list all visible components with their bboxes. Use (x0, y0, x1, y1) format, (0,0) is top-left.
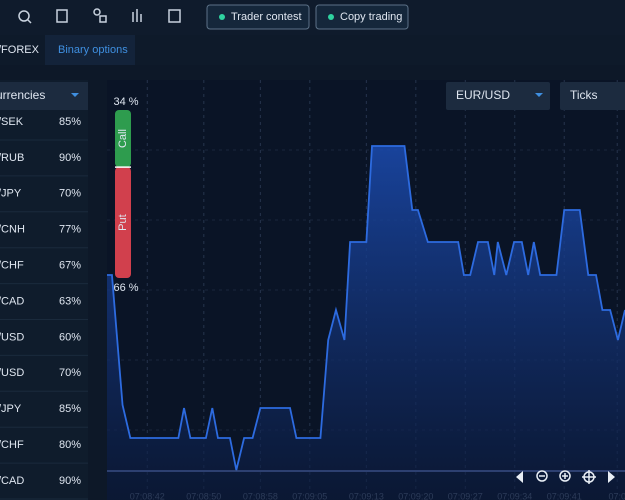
center[interactable] (582, 470, 596, 484)
asset-name: /USD (0, 367, 24, 379)
stats-icon[interactable] (132, 9, 142, 22)
dropdown-label: Ticks (570, 88, 598, 102)
scroll-right[interactable] (608, 471, 615, 483)
asset-name: /CAD (0, 475, 24, 487)
asset-payout: 80% (59, 439, 81, 451)
asset-name: /CHF (0, 260, 24, 272)
asset-name: /CHF (0, 439, 24, 451)
asset-payout: 85% (59, 403, 81, 415)
asset-name: /CNH (0, 224, 25, 236)
toolbar (0, 0, 625, 35)
users-icon[interactable] (93, 8, 107, 23)
asset-dropdown[interactable] (446, 82, 550, 110)
asset-payout: 60% (59, 331, 81, 343)
asset-payout: 70% (59, 367, 81, 379)
active-tab[interactable] (45, 35, 135, 65)
asset-payout: 85% (59, 116, 81, 128)
zoom-in[interactable] (559, 470, 571, 482)
tab[interactable]: /FOREX (0, 44, 40, 56)
asset-payout: 70% (59, 188, 81, 200)
button-label: Copy trading (340, 11, 402, 23)
asset-payout: 90% (59, 475, 81, 487)
asset-payout: 90% (59, 152, 81, 164)
dropdown-label: EUR/USD (456, 88, 510, 102)
search-icon[interactable] (18, 10, 32, 24)
asset-name: /CAD (0, 295, 24, 307)
asset-name: /RUB (0, 152, 24, 164)
call-label: Call (117, 129, 129, 148)
asset-name: /USD (0, 331, 24, 343)
asset-name: /SEK (0, 116, 24, 128)
calendar-icon[interactable] (168, 9, 181, 23)
asset-payout: 63% (59, 295, 81, 307)
category-dropdown[interactable] (0, 82, 88, 110)
mode-dropdown[interactable] (560, 82, 625, 110)
copy-trading-button[interactable] (315, 4, 409, 30)
call-percent: 34 % (113, 96, 138, 108)
asset-name: /JPY (0, 188, 22, 200)
dropdown-label: urrencies (0, 88, 45, 102)
put-label: Put (117, 214, 129, 231)
sidebar (0, 80, 88, 500)
asset-name: /JPY (0, 403, 22, 415)
price-line (107, 145, 625, 471)
put-percent: 66 % (113, 282, 138, 294)
price-area (107, 146, 625, 500)
asset-payout: 77% (59, 224, 81, 236)
news-icon[interactable] (56, 9, 68, 23)
trader-contest-button[interactable] (206, 4, 310, 30)
tab[interactable]: Binary options (58, 44, 128, 56)
scroll-left[interactable] (516, 471, 523, 483)
zoom-out[interactable] (536, 470, 548, 482)
call-bar (115, 110, 131, 168)
asset-payout: 67% (59, 260, 81, 272)
put-bar (115, 167, 131, 278)
button-label: Trader contest (231, 11, 302, 23)
